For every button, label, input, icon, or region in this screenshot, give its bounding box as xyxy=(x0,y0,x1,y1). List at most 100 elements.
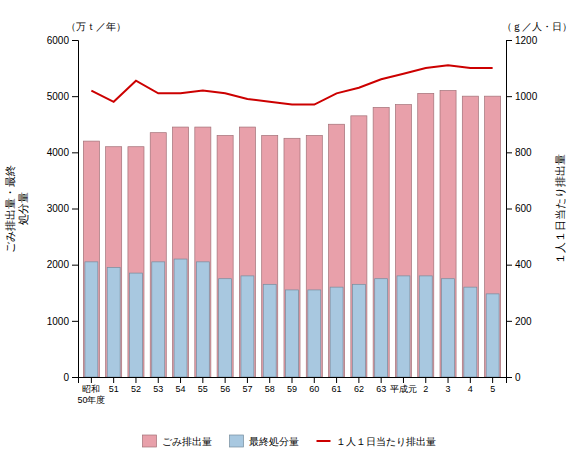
tick-mark xyxy=(91,377,92,383)
bar xyxy=(195,127,211,377)
marks xyxy=(83,65,500,377)
tick: 60 xyxy=(309,377,319,394)
bar xyxy=(85,262,98,377)
tick-label: 52 xyxy=(131,384,141,394)
bar xyxy=(262,135,278,377)
tick-label-line: 2 xyxy=(423,384,428,394)
line xyxy=(91,65,492,104)
tick-label-line: 61 xyxy=(332,384,342,394)
tick-label: 0 xyxy=(63,372,69,383)
tick: 600 xyxy=(506,203,532,214)
tick-mark xyxy=(506,152,512,153)
tick-label-line: 3 xyxy=(446,384,451,394)
tick-mark xyxy=(358,377,359,383)
bar xyxy=(419,276,432,377)
tick-mark xyxy=(247,377,248,383)
tick-mark xyxy=(180,377,181,383)
bar xyxy=(486,294,499,377)
tick-label: 58 xyxy=(265,384,275,394)
tick-mark xyxy=(158,377,159,383)
tick-label: 61 xyxy=(332,384,342,394)
axis-title-line: ごみ排出量・最終 xyxy=(4,165,17,253)
tick-mark xyxy=(72,321,78,322)
tick-label: 63 xyxy=(376,384,386,394)
tick-label-line: 5 xyxy=(490,384,495,394)
tick-mark xyxy=(506,209,512,210)
tick-mark xyxy=(72,96,78,97)
bar xyxy=(174,259,187,377)
axis-title: １人１日当たり排出量 xyxy=(554,154,567,264)
axis-line xyxy=(79,378,507,384)
axis-line xyxy=(72,41,79,378)
tick-mark xyxy=(506,96,512,97)
tick-label: 56 xyxy=(220,384,230,394)
bar xyxy=(485,96,501,377)
bar xyxy=(440,91,456,377)
tick-label-line: 57 xyxy=(242,384,252,394)
tick-label: 600 xyxy=(515,203,532,214)
tick: 62 xyxy=(354,377,364,394)
bar xyxy=(173,127,189,377)
bar xyxy=(150,133,166,377)
tick-mark xyxy=(506,321,512,322)
tick: 6000 xyxy=(47,35,78,46)
tick-label-line: 59 xyxy=(287,384,297,394)
tick-mark xyxy=(72,377,78,378)
tick-label: 平成元 xyxy=(390,384,417,394)
tick-label: 1200 xyxy=(515,35,538,46)
tick: 2000 xyxy=(47,259,78,270)
tick-label: 3 xyxy=(446,384,451,394)
bar xyxy=(286,290,299,377)
tick-label-line: 63 xyxy=(376,384,386,394)
bar xyxy=(352,284,365,377)
tick-label-line: 60 xyxy=(309,384,319,394)
x-axis: 昭和50年度51525354555657585960616263平成元2345 xyxy=(77,377,506,405)
axis-line xyxy=(507,41,513,378)
tick-label: 1000 xyxy=(515,91,538,102)
tick-mark xyxy=(72,152,78,153)
tick-mark xyxy=(72,209,78,210)
tick-label: 2 xyxy=(423,384,428,394)
tick-label: 62 xyxy=(354,384,364,394)
legend-label: １人１日当たり排出量 xyxy=(336,436,436,447)
tick-label: 200 xyxy=(515,316,532,327)
tick-label: 800 xyxy=(515,147,532,158)
tick-label-line: 52 xyxy=(131,384,141,394)
tick: 63 xyxy=(376,377,386,394)
tick: 平成元 xyxy=(390,377,417,394)
tick-label: 51 xyxy=(109,384,119,394)
bar xyxy=(306,135,322,377)
legend-label: ごみ排出量 xyxy=(162,436,212,447)
tick: 54 xyxy=(176,377,186,394)
tick: 53 xyxy=(153,377,163,394)
tick: 4 xyxy=(468,377,473,394)
tick: 3000 xyxy=(47,203,78,214)
bar xyxy=(152,262,165,377)
tick-label: 60 xyxy=(309,384,319,394)
tick-mark xyxy=(506,377,512,378)
tick-mark xyxy=(72,40,78,41)
legend: ごみ排出量 最終処分量 １人１日当たり排出量 xyxy=(143,435,436,447)
legend-item: 最終処分量 xyxy=(230,435,299,447)
tick-label: 53 xyxy=(153,384,163,394)
y2-axis: 020040060080010001200 xyxy=(506,35,538,383)
bar xyxy=(397,276,410,377)
tick-label-line: 58 xyxy=(265,384,275,394)
tick-mark xyxy=(381,377,382,383)
legend-label: 最終処分量 xyxy=(249,436,299,447)
tick-label: 6000 xyxy=(47,35,70,46)
axis-title-line: 処分量 xyxy=(17,192,30,225)
tick-label-line: 4 xyxy=(468,384,473,394)
tick: 1200 xyxy=(506,35,538,46)
bar xyxy=(462,96,478,377)
tick: 5000 xyxy=(47,91,78,102)
bar xyxy=(442,279,455,377)
bar xyxy=(219,279,232,377)
plot: 昭和50年度51525354555657585960616263平成元23450… xyxy=(4,21,572,405)
tick-mark xyxy=(72,265,78,266)
tick-label: 400 xyxy=(515,259,532,270)
tick: 61 xyxy=(332,377,342,394)
tick: 56 xyxy=(220,377,230,394)
tick-label: 59 xyxy=(287,384,297,394)
y-axis: 0100020003000400050006000 xyxy=(47,35,79,383)
